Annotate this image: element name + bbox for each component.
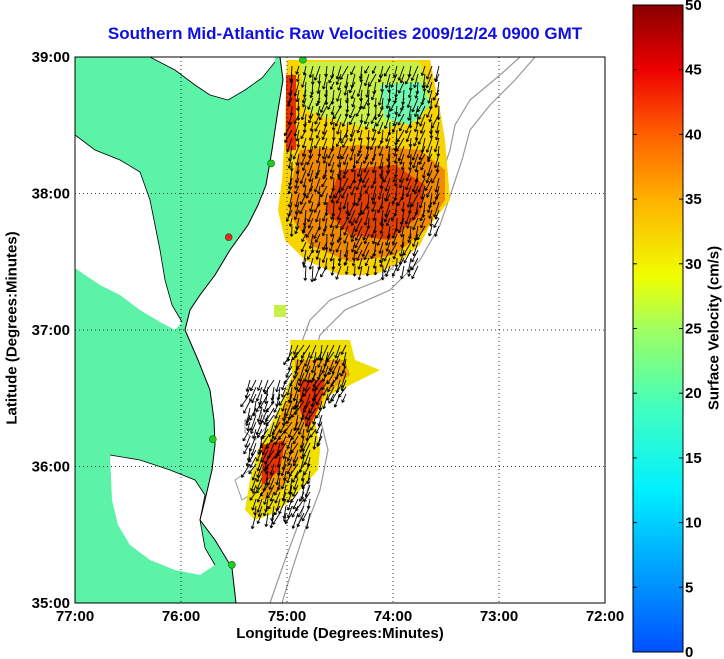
colorbar-tick-label: 10 bbox=[685, 515, 702, 532]
station-marker bbox=[209, 435, 217, 444]
lat-tick-label: 39:00 bbox=[32, 49, 70, 66]
colorbar-tick-label: 15 bbox=[685, 450, 702, 467]
station-marker bbox=[299, 57, 307, 64]
colorbar-tick-label: 20 bbox=[685, 385, 702, 402]
lat-tick-label: 35:00 bbox=[32, 595, 70, 612]
lon-tick-label: 76:00 bbox=[162, 608, 200, 625]
colorbar-tick-label: 40 bbox=[685, 126, 702, 143]
map-title: Southern Mid-Atlantic Raw Velocities 200… bbox=[107, 24, 583, 43]
lon-tick-label: 77:00 bbox=[56, 608, 94, 625]
colorbar-ticks: 0 5 10 15 20 25 30 35 40 45 50 bbox=[633, 0, 702, 659]
station-marker bbox=[228, 560, 236, 569]
chesapeake-bay bbox=[75, 135, 182, 330]
lon-tick-label: 73:00 bbox=[480, 608, 518, 625]
lon-tick-label: 74:00 bbox=[374, 608, 412, 625]
x-axis-label: Longitude (Degrees:Minutes) bbox=[236, 625, 444, 642]
colorbar-tick-label: 30 bbox=[685, 256, 702, 273]
colorbar-tick-label: 5 bbox=[685, 579, 693, 596]
lon-tick-label: 72:00 bbox=[586, 608, 624, 625]
colorbar-tick-label: 0 bbox=[685, 644, 693, 659]
colorbar-tick-label: 50 bbox=[685, 0, 702, 14]
velocity-vectors bbox=[240, 65, 441, 530]
lat-tick-label: 36:00 bbox=[32, 459, 70, 476]
lat-tick-label: 37:00 bbox=[32, 322, 70, 339]
axis-ticks: 77:00 76:00 75:00 74:00 73:00 72:00 39:00 38:00… bbox=[32, 49, 625, 625]
pamlico-sound bbox=[110, 455, 215, 575]
grid-lines bbox=[75, 57, 605, 603]
colorbar-tick-label: 25 bbox=[685, 321, 702, 338]
delaware-bay bbox=[150, 57, 275, 100]
hf-radar-stations bbox=[209, 57, 307, 569]
colorbar-tick-label: 35 bbox=[685, 191, 702, 208]
lat-tick-label: 38:00 bbox=[32, 186, 70, 203]
colorbar bbox=[632, 4, 684, 653]
plot-frame bbox=[74, 56, 606, 604]
station-marker bbox=[224, 233, 233, 241]
lon-tick-label: 75:00 bbox=[268, 608, 306, 625]
station-marker bbox=[267, 159, 275, 168]
colorbar-tick-label: 45 bbox=[685, 62, 702, 79]
